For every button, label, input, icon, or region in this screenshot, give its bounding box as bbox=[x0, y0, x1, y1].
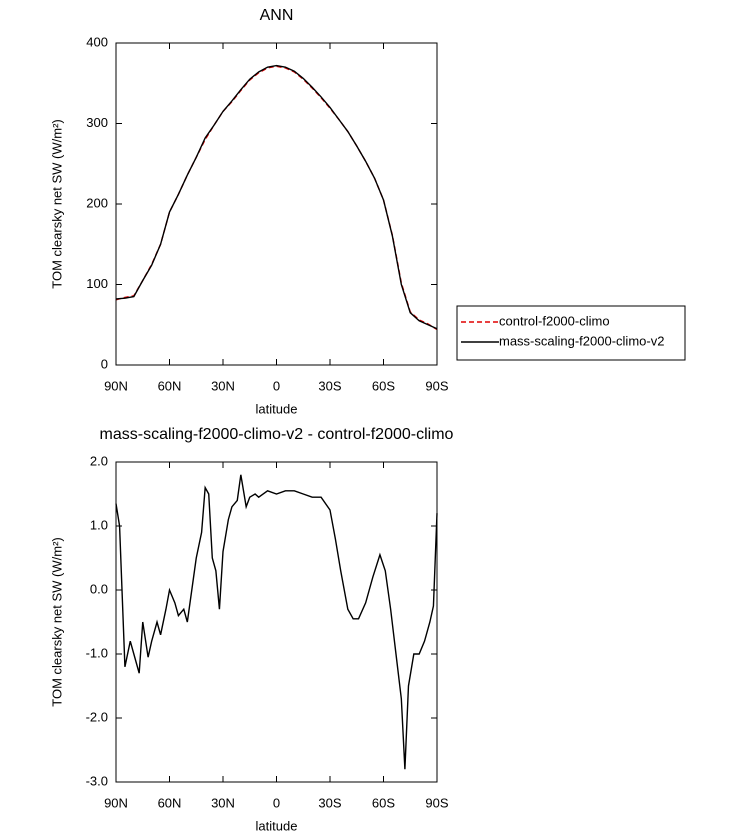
y-axis-label: TOM clearsky net SW (W/m²) bbox=[49, 537, 64, 706]
x-tick-label: 90N bbox=[104, 795, 128, 810]
legend-label: control-f2000-climo bbox=[499, 313, 610, 328]
data-line bbox=[115, 64, 438, 330]
x-tick-label: 30N bbox=[211, 378, 235, 393]
x-tick-label: 90N bbox=[104, 378, 128, 393]
x-tick-label: 60N bbox=[158, 378, 182, 393]
x-axis-label: latitude bbox=[256, 818, 298, 833]
y-tick-label: 1.0 bbox=[90, 517, 108, 532]
y-tick-label: -2.0 bbox=[86, 709, 108, 724]
y-tick-label: -3.0 bbox=[86, 773, 108, 788]
y-tick-label: 0 bbox=[101, 356, 108, 371]
y-tick-label: 200 bbox=[86, 195, 108, 210]
y-tick-label: 2.0 bbox=[90, 453, 108, 468]
chart-title: mass-scaling-f2000-climo-v2 - control-f2… bbox=[100, 426, 454, 443]
x-tick-label: 60S bbox=[372, 795, 395, 810]
x-tick-label: 30S bbox=[318, 378, 341, 393]
y-tick-label: 100 bbox=[86, 276, 108, 291]
legend-box bbox=[456, 305, 686, 361]
legend-label: mass-scaling-f2000-climo-v2 bbox=[499, 333, 664, 348]
x-tick-label: 90S bbox=[425, 378, 448, 393]
x-tick-label: 0 bbox=[273, 795, 280, 810]
x-tick-label: 0 bbox=[273, 378, 280, 393]
x-tick-label: 30S bbox=[318, 795, 341, 810]
y-tick-label: -1.0 bbox=[86, 645, 108, 660]
y-tick-label: 400 bbox=[86, 34, 108, 49]
x-tick-label: 60S bbox=[372, 378, 395, 393]
data-line bbox=[115, 474, 438, 770]
y-tick-label: 300 bbox=[86, 115, 108, 130]
chart-title: ANN bbox=[260, 7, 294, 24]
x-tick-label: 90S bbox=[425, 795, 448, 810]
x-tick-label: 60N bbox=[158, 795, 182, 810]
plot-frame bbox=[115, 461, 438, 783]
x-tick-label: 30N bbox=[211, 795, 235, 810]
y-tick-label: 0.0 bbox=[90, 581, 108, 596]
data-line bbox=[115, 65, 438, 331]
plot-frame bbox=[115, 42, 438, 366]
x-axis-label: latitude bbox=[256, 401, 298, 416]
y-axis-label: TOM clearsky net SW (W/m²) bbox=[49, 119, 64, 288]
